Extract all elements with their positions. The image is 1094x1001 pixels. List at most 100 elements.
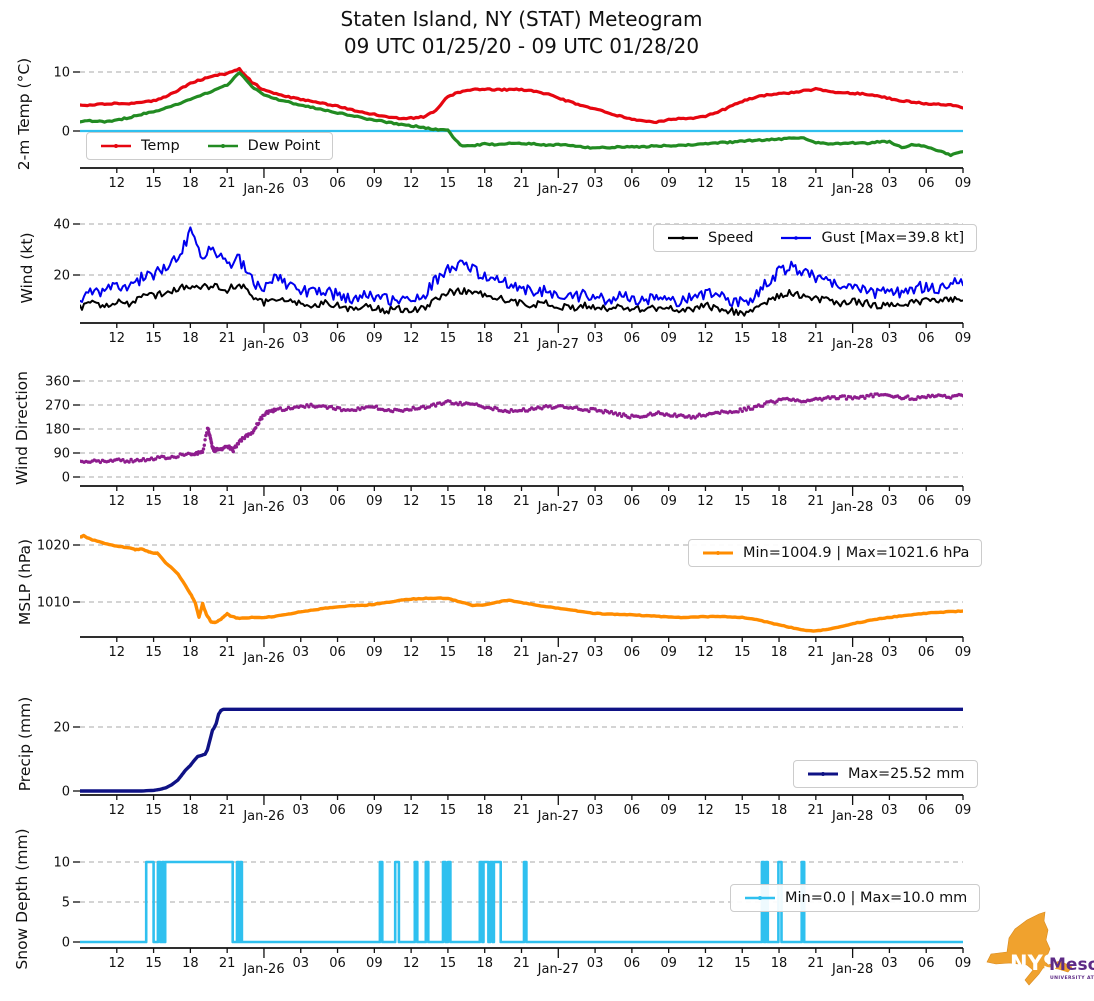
x-tick-label: 12 <box>109 176 126 191</box>
x-tick-label: 15 <box>440 494 457 509</box>
x-tick-label: 15 <box>145 645 162 660</box>
precip-legend: Max=25.52 mm <box>793 760 978 788</box>
x-tick-label: 03 <box>292 803 309 818</box>
ylabel-mslp: MSLP (hPa) <box>16 538 34 626</box>
temp-legend: Temp Dew Point <box>86 132 334 160</box>
x-tick-label: 03 <box>881 494 898 509</box>
x-tick-label: 09 <box>955 331 972 346</box>
x-tick-label: 06 <box>918 331 935 346</box>
x-tick-label: 21 <box>513 645 530 660</box>
y-tick-label: 360 <box>45 375 70 390</box>
x-tick-label: 03 <box>587 956 604 971</box>
y-tick-label: 20 <box>53 269 70 284</box>
x-tick-label: 06 <box>918 494 935 509</box>
y-tick-label: 40 <box>53 218 70 233</box>
x-tick-label: 15 <box>440 956 457 971</box>
x-tick-label: 18 <box>476 645 493 660</box>
x-tick-label: 06 <box>624 956 641 971</box>
series-line <box>80 71 963 158</box>
x-tick-label: Jan-26 <box>242 809 284 824</box>
mslp-legend-item: Min=1004.9 | Max=1021.6 hPa <box>701 545 969 561</box>
snow-legend-item: Min=0.0 | Max=10.0 mm <box>743 890 967 906</box>
x-tick-label: 15 <box>734 494 751 509</box>
x-tick-label: 15 <box>734 956 751 971</box>
x-tick-label: 06 <box>624 331 641 346</box>
x-tick-label: 09 <box>660 176 677 191</box>
x-tick-label: Jan-26 <box>242 962 284 977</box>
x-tick-label: 03 <box>881 803 898 818</box>
wind-direction-plot: 12 15 18 21 Jan-26 03 06 09 12 15 18 21 Jan-27 03 06 09… <box>45 375 971 516</box>
x-tick-label: 21 <box>808 803 825 818</box>
x-tick-label: 03 <box>881 176 898 191</box>
snow-swatch <box>745 896 775 900</box>
x-tick-label: 12 <box>697 176 714 191</box>
x-tick-label: 06 <box>918 956 935 971</box>
x-tick-label: 18 <box>771 494 788 509</box>
wind-plot: 12 15 18 21 Jan-26 03 06 09 12 15 18 21 Jan-27 03 06 09… <box>53 218 971 353</box>
x-tick-label: 21 <box>808 494 825 509</box>
temp-legend-label: Temp <box>141 138 180 154</box>
x-tick-label: 12 <box>109 331 126 346</box>
x-tick-label: 15 <box>145 803 162 818</box>
x-tick-label: 09 <box>366 494 383 509</box>
x-tick-label: 03 <box>292 494 309 509</box>
logo-nys-text: NYS <box>1010 951 1058 975</box>
x-tick-label: 09 <box>955 176 972 191</box>
x-tick-label: 21 <box>513 494 530 509</box>
x-tick-label: 09 <box>366 176 383 191</box>
y-tick-label: 180 <box>45 423 70 438</box>
y-tick-label: 0 <box>62 125 70 140</box>
x-tick-label: 03 <box>587 176 604 191</box>
x-tick-label: 03 <box>292 645 309 660</box>
x-tick-label: Jan-27 <box>537 182 579 197</box>
gust-swatch <box>781 236 812 240</box>
x-tick-label: 09 <box>366 803 383 818</box>
x-tick-label: 18 <box>182 803 199 818</box>
x-tick-label: 09 <box>660 803 677 818</box>
snow-legend-label: Min=0.0 | Max=10.0 mm <box>785 890 968 906</box>
x-tick-label: Jan-26 <box>242 651 284 666</box>
series-line <box>80 66 963 125</box>
ylabel-wind-dir: Wind Direction <box>13 371 31 485</box>
x-tick-label: 15 <box>734 803 751 818</box>
y-tick-label: 270 <box>45 399 70 414</box>
x-tick-label: 12 <box>403 645 420 660</box>
y-tick-label: 10 <box>53 66 70 81</box>
nys-mesonet-logo: NYS Mesonet UNIVERSITY AT ALBANY <box>986 911 1094 986</box>
x-tick-label: 12 <box>697 645 714 660</box>
x-tick-label: 03 <box>881 331 898 346</box>
x-tick-label: 09 <box>660 331 677 346</box>
x-tick-label: 06 <box>329 645 346 660</box>
x-tick-label: 03 <box>292 176 309 191</box>
x-tick-label: 03 <box>881 956 898 971</box>
x-tick-label: Jan-27 <box>537 962 579 977</box>
x-tick-label: 06 <box>918 645 935 660</box>
snow-depth-plot: 12 15 18 21 Jan-26 03 06 09 12 15 18 21 Jan-27 03 06 09… <box>53 856 971 978</box>
x-tick-label: 18 <box>182 494 199 509</box>
x-tick-label: Jan-28 <box>831 182 873 197</box>
x-tick-label: 03 <box>587 645 604 660</box>
x-tick-label: 09 <box>366 956 383 971</box>
x-tick-label: Jan-28 <box>831 962 873 977</box>
x-tick-label: 09 <box>366 331 383 346</box>
chart-subtitle: 09 UTC 01/25/20 - 09 UTC 01/28/20 <box>343 34 700 58</box>
x-tick-label: 18 <box>182 956 199 971</box>
x-tick-label: 21 <box>513 331 530 346</box>
dew-point-legend-label: Dew Point <box>247 138 321 154</box>
x-tick-label: 12 <box>109 494 126 509</box>
logo-mesonet-text: Mesonet <box>1049 955 1094 975</box>
x-tick-label: Jan-28 <box>831 651 873 666</box>
x-tick-label: 21 <box>513 803 530 818</box>
chart-title: Staten Island, NY (STAT) Meteogram <box>340 7 703 31</box>
x-tick-label: 15 <box>734 331 751 346</box>
x-tick-label: 18 <box>771 331 788 346</box>
x-tick-label: 12 <box>109 956 126 971</box>
x-tick-label: 21 <box>219 176 236 191</box>
title-block: Staten Island, NY (STAT) Meteogram 09 UT… <box>80 6 963 60</box>
ylabel-wind: Wind (kt) <box>18 232 36 304</box>
x-tick-label: 09 <box>955 956 972 971</box>
x-tick-label: 09 <box>955 494 972 509</box>
x-tick-label: 15 <box>734 645 751 660</box>
x-tick-label: 15 <box>440 645 457 660</box>
